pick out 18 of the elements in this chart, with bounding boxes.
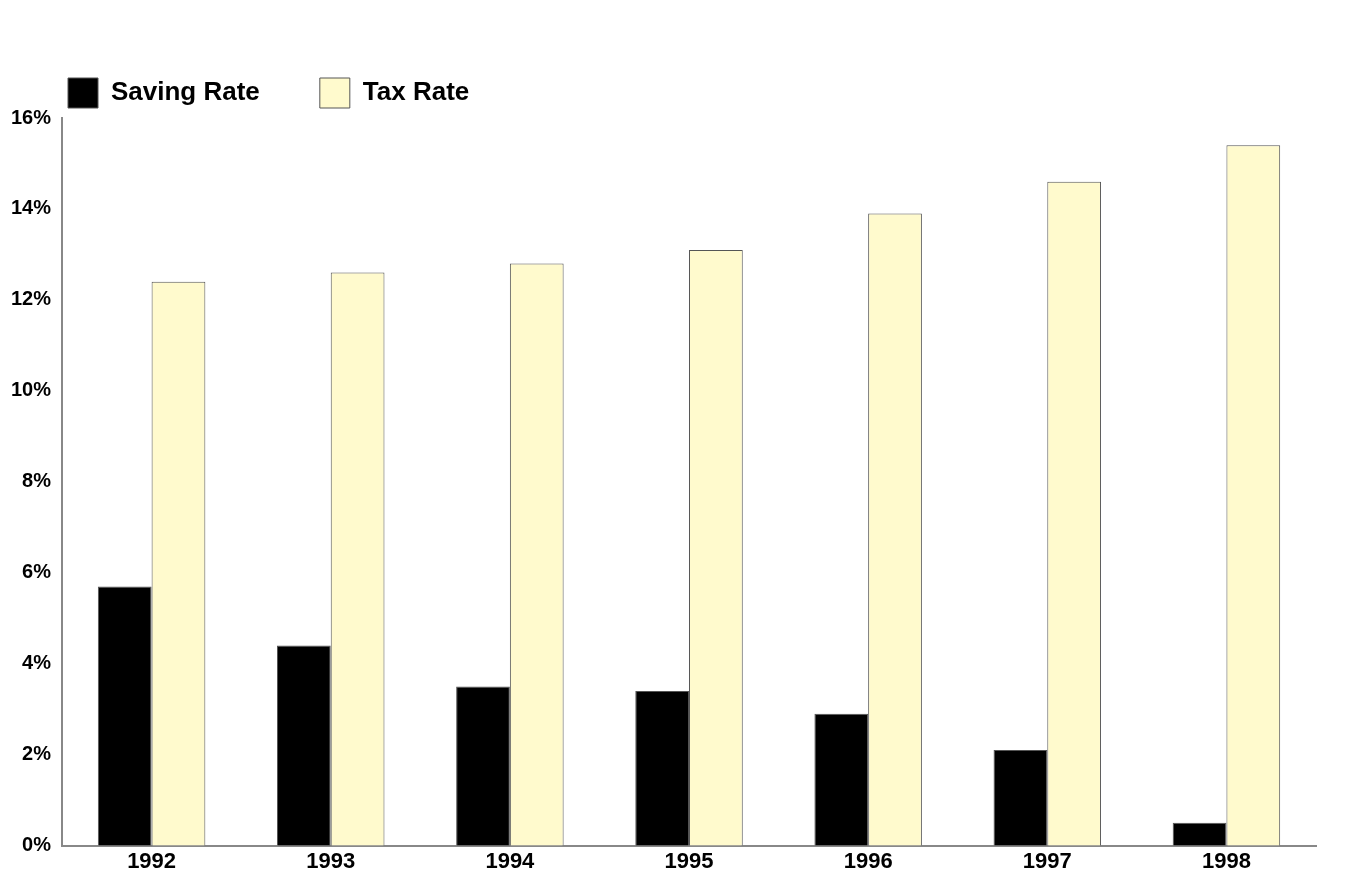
x-tick-label: 1994 [485,847,536,873]
y-tick-label: 6% [22,560,52,583]
x-tick-label: 1996 [843,847,893,873]
x-tick-label: 1998 [1201,847,1251,873]
y-tick-label: 10% [11,378,52,401]
x-tick-label: 1993 [306,847,356,873]
x-tick-label: 1995 [664,847,714,873]
y-tick-label: 4% [22,651,52,674]
y-tick-label: 16% [11,105,52,128]
legend-label: Tax Rate [362,76,470,107]
y-tick-label: 12% [11,287,52,310]
x-tick-label: 1997 [1022,847,1072,873]
y-tick-label: 2% [22,742,52,765]
y-tick-label: 8% [22,469,52,492]
legend-label: Saving Rate [111,76,260,107]
x-tick-label: 1992 [127,847,177,873]
y-tick-label: 0% [22,833,52,856]
y-tick-label: 14% [11,196,52,219]
